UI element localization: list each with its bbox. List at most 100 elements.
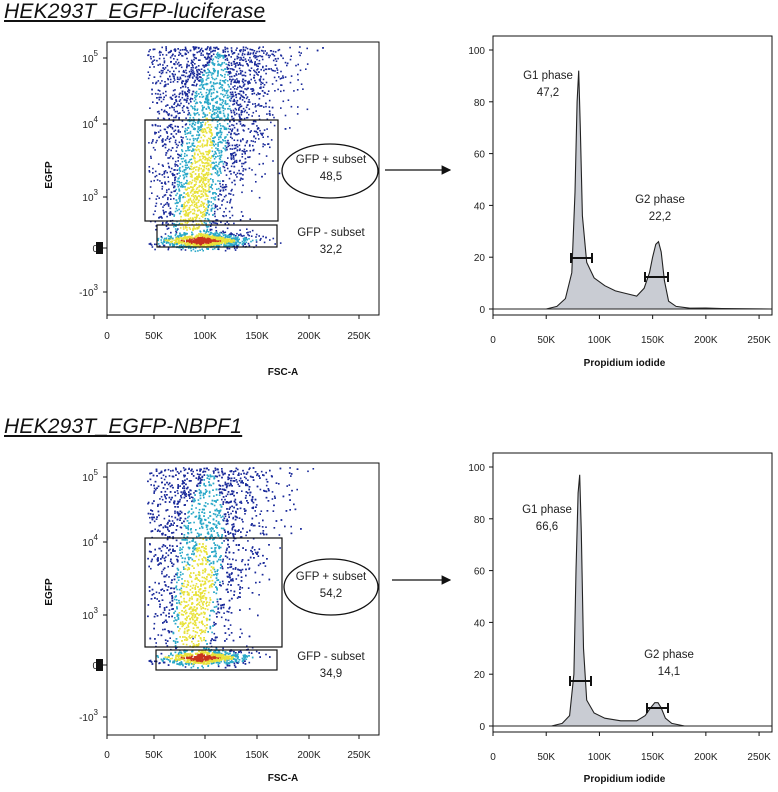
density-point — [316, 49, 319, 52]
density-point — [211, 237, 214, 240]
density-point — [194, 227, 196, 230]
density-point — [200, 54, 202, 56]
density-point — [194, 177, 196, 179]
density-point — [231, 188, 233, 191]
density-point — [175, 61, 177, 63]
density-point — [180, 248, 183, 251]
density-point — [216, 110, 219, 113]
density-point — [204, 192, 207, 195]
density-point — [206, 99, 209, 101]
density-point — [207, 77, 210, 79]
density-point — [192, 90, 195, 93]
density-point — [166, 150, 169, 152]
density-point — [211, 72, 213, 74]
density-point — [195, 90, 198, 93]
density-point — [208, 93, 210, 95]
density-point — [197, 192, 199, 194]
density-point — [269, 54, 271, 57]
density-point — [259, 80, 261, 82]
density-point — [203, 128, 206, 130]
density-point — [199, 141, 201, 143]
density-point — [229, 70, 231, 73]
density-point — [168, 138, 171, 141]
density-point — [197, 242, 199, 245]
density-point — [192, 188, 195, 191]
density-point — [196, 51, 198, 54]
density-point — [262, 136, 264, 138]
density-point — [241, 80, 244, 82]
density-point — [161, 188, 163, 190]
density-point — [216, 128, 218, 130]
density-point — [231, 128, 234, 130]
density-point — [235, 133, 237, 136]
density-point — [192, 55, 195, 57]
density-point — [160, 96, 162, 99]
density-point — [215, 77, 218, 80]
density-point — [169, 137, 172, 139]
density-point — [255, 236, 257, 238]
density-point — [214, 236, 217, 238]
density-point — [189, 49, 192, 52]
density-point — [162, 138, 164, 140]
density-point — [305, 68, 307, 70]
density-point — [185, 193, 187, 195]
density-point — [162, 53, 164, 56]
density-point — [197, 68, 200, 71]
density-point — [236, 244, 238, 247]
density-point — [233, 61, 236, 63]
density-point — [201, 109, 203, 112]
density-point — [249, 61, 251, 63]
density-point — [193, 212, 196, 215]
density-point — [299, 46, 301, 48]
density-point — [229, 75, 231, 78]
density-point — [234, 85, 236, 87]
density-point — [185, 150, 187, 152]
density-point — [200, 136, 203, 139]
density-point — [274, 243, 276, 245]
density-point — [214, 196, 217, 198]
density-point — [258, 196, 261, 199]
density-point — [153, 59, 156, 61]
density-point — [167, 135, 169, 138]
density-point — [175, 194, 177, 197]
density-point — [234, 237, 236, 239]
density-point — [208, 189, 210, 191]
density-point — [256, 69, 258, 71]
density-point — [188, 239, 190, 242]
density-point — [222, 139, 225, 142]
density-point — [264, 50, 266, 52]
density-point — [207, 248, 209, 250]
density-point — [201, 211, 204, 214]
density-point — [173, 63, 175, 65]
density-point — [173, 190, 175, 193]
density-point — [207, 162, 210, 164]
density-point — [188, 218, 191, 221]
density-point — [233, 151, 236, 154]
density-point — [200, 172, 203, 175]
density-point — [192, 107, 194, 110]
density-point — [274, 64, 277, 66]
density-point — [178, 118, 180, 120]
density-point — [192, 217, 194, 219]
density-point — [254, 62, 256, 65]
density-point — [184, 75, 187, 78]
density-point — [247, 63, 249, 66]
density-point — [180, 205, 183, 207]
density-point — [167, 114, 170, 117]
density-point — [164, 146, 167, 149]
density-point — [216, 243, 218, 246]
density-point — [222, 234, 225, 237]
density-point — [213, 166, 216, 168]
density-point — [174, 48, 176, 50]
density-point — [198, 173, 200, 175]
density-point — [179, 246, 181, 249]
density-point — [207, 245, 210, 247]
density-point — [192, 139, 195, 142]
density-point — [204, 122, 207, 124]
density-point — [216, 134, 218, 137]
x-tick-label: 200K — [297, 331, 321, 342]
density-point — [280, 90, 282, 93]
density-point — [169, 170, 172, 173]
density-point — [169, 123, 172, 126]
density-point — [156, 111, 159, 113]
